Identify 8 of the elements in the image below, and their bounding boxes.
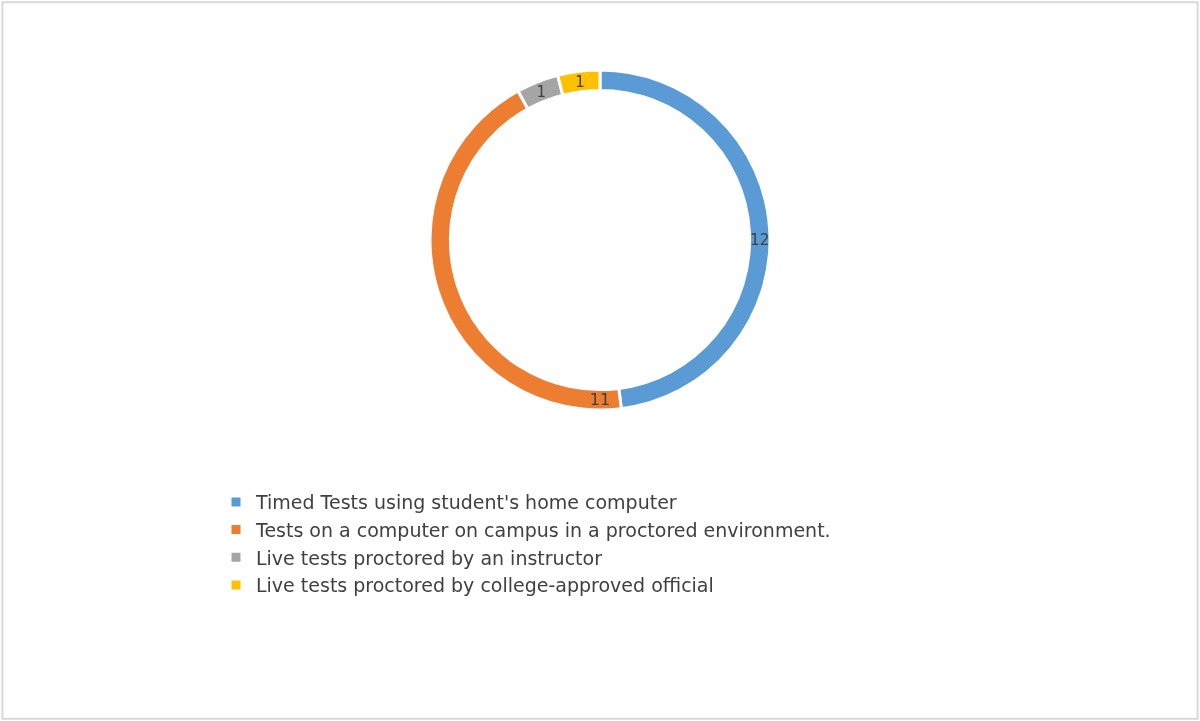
legend-label: Live tests proctored by college-approved official <box>256 574 714 597</box>
data-label: 1 <box>575 72 585 91</box>
legend-label: Live tests proctored by an instructor <box>256 546 603 569</box>
legend-label: Timed Tests using student's home computer <box>255 491 677 514</box>
data-label: 1 <box>536 82 546 101</box>
legend-label: Tests on a computer on campus in a proctored environment. <box>255 519 831 542</box>
data-label: 12 <box>749 231 770 250</box>
data-label: 11 <box>589 390 611 410</box>
